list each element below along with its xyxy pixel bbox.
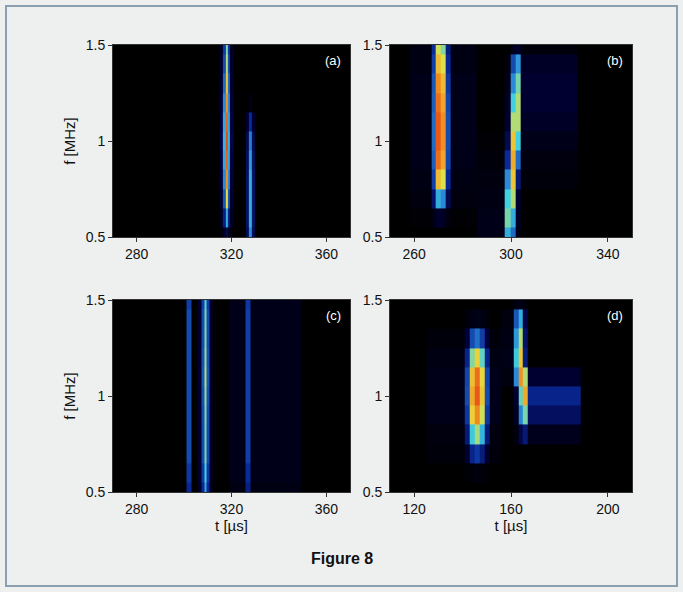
svg-text:1.5: 1.5 xyxy=(363,37,383,53)
svg-text:f [MHz]: f [MHz] xyxy=(61,372,78,420)
svg-text:f [MHz]: f [MHz] xyxy=(61,117,78,165)
svg-text:Figure 8: Figure 8 xyxy=(311,550,373,567)
svg-text:t [µs]: t [µs] xyxy=(215,517,248,534)
svg-text:0.5: 0.5 xyxy=(86,484,106,500)
svg-text:320: 320 xyxy=(220,501,244,517)
svg-text:1.5: 1.5 xyxy=(363,292,383,308)
svg-text:300: 300 xyxy=(499,246,523,262)
svg-text:(d): (d) xyxy=(607,308,623,323)
svg-text:280: 280 xyxy=(125,246,149,262)
svg-text:1: 1 xyxy=(374,388,382,404)
svg-text:1: 1 xyxy=(97,133,105,149)
svg-text:340: 340 xyxy=(596,246,620,262)
svg-text:160: 160 xyxy=(499,501,523,517)
svg-text:(c): (c) xyxy=(326,308,341,323)
svg-text:1.5: 1.5 xyxy=(86,37,106,53)
svg-text:t [µs]: t [µs] xyxy=(495,517,528,534)
svg-text:1.5: 1.5 xyxy=(86,292,106,308)
svg-text:1: 1 xyxy=(374,133,382,149)
svg-text:260: 260 xyxy=(403,246,427,262)
svg-text:1: 1 xyxy=(97,388,105,404)
svg-text:(b): (b) xyxy=(607,53,623,68)
svg-text:0.5: 0.5 xyxy=(86,229,106,245)
svg-text:120: 120 xyxy=(403,501,427,517)
svg-text:320: 320 xyxy=(220,246,244,262)
svg-text:0.5: 0.5 xyxy=(363,484,383,500)
svg-text:280: 280 xyxy=(125,501,149,517)
svg-text:(a): (a) xyxy=(325,53,341,68)
svg-text:200: 200 xyxy=(596,501,620,517)
svg-text:360: 360 xyxy=(315,246,339,262)
svg-text:360: 360 xyxy=(315,501,339,517)
svg-text:0.5: 0.5 xyxy=(363,229,383,245)
